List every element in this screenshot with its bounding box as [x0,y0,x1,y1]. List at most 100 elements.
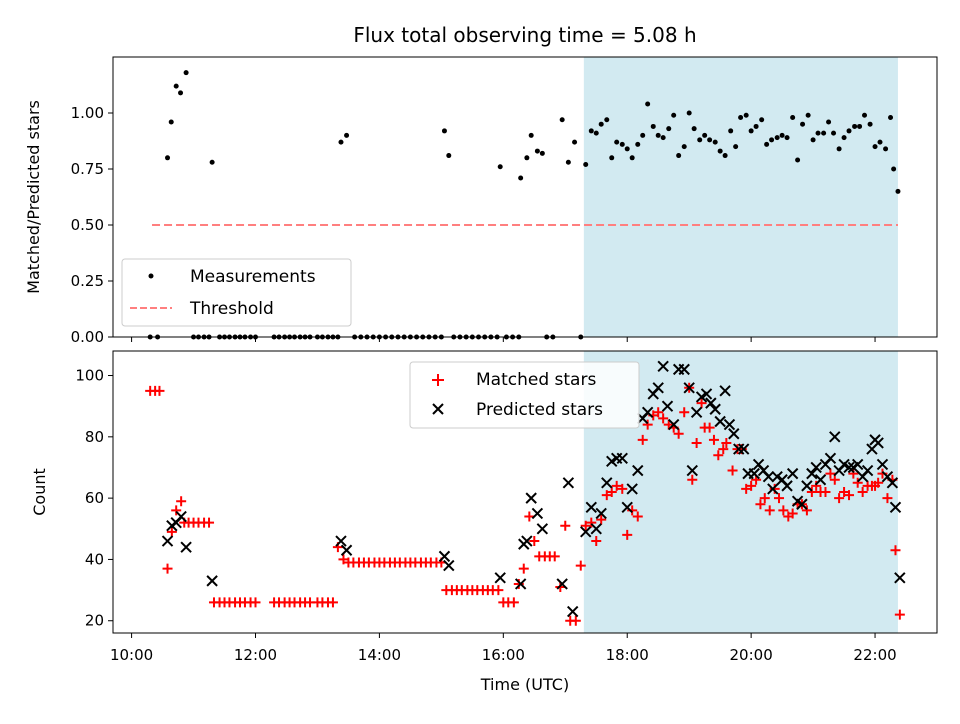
matched-star-point [493,585,504,596]
measurement-point [524,155,530,161]
matched-star-point [778,505,789,516]
matched-star-point [820,487,831,497]
predicted-star-point [661,400,674,412]
matched-star-point [806,487,817,497]
predicted-star-point [767,483,779,495]
predicted-star-point [824,452,837,464]
predicted-star-point [616,452,628,464]
bottom-axes-frame [112,350,938,634]
predicted-star-point [851,458,864,471]
matched-star-point [825,468,836,479]
matched-star-point [746,480,757,491]
chart-title: Flux total observing time = 5.08 h [353,23,696,47]
ratio-panel: 0.00 0.25 0.50 0.75 1.00 Matched/Predicted s… [24,56,938,346]
measurement-point [810,137,816,143]
matched-star-point [549,551,560,562]
legend-label-measurements: Measurements [190,267,316,287]
predicted-star-point [590,523,602,535]
measurement-point [862,112,868,118]
predicted-star-point [861,464,874,477]
matched-star-point [890,545,901,556]
predicted-star-point [843,461,855,474]
predicted-star-point [531,507,544,520]
predicted-star-point [889,501,902,514]
measurement-point [441,128,447,134]
x-tick-label: 12:00 [234,646,277,664]
matched-star-point [759,493,770,504]
predicted-star-point [667,418,680,431]
predicted-star-point [733,443,745,455]
matched-star-point [691,437,702,448]
measurement-point [738,114,744,120]
measurement-point [640,132,646,138]
y-tick-label: 1.00 [71,104,104,122]
measurement-point [769,137,775,143]
predicted-star-point [514,578,527,590]
predicted-star-point [632,464,644,477]
measurement-point [722,153,728,159]
measurement-point [790,114,796,120]
measurement-point [743,112,749,118]
predicted-star-point [786,467,799,480]
y-tick-label: 0.00 [71,328,104,346]
measurement-point [660,135,666,141]
matched-star-point [162,563,173,574]
predicted-star-point [621,501,633,514]
bottom-legend-box [409,361,640,429]
matched-star-point [755,499,766,510]
matched-star-point [708,434,719,445]
y-tick-label: 40 [85,550,104,568]
matched-star-point [591,536,602,547]
y-tick-label: 60 [85,489,104,507]
measurement-point [604,117,610,123]
legend-label-predicted: Predicted stars [476,400,603,420]
matched-star-point [327,597,338,608]
predicted-star-point [652,382,664,394]
measurement-point [857,123,863,129]
measurement-point [168,119,174,125]
measurement-point [165,155,171,161]
bottom-legend: Matched stars Predicted stars [409,361,640,429]
top-legend-box [121,258,352,327]
y-tick-label: 20 [85,612,104,630]
x-tick-label: 20:00 [730,646,773,664]
predicted-star-point [801,480,813,492]
predicted-star-point [536,523,549,535]
matched-star-point [518,563,529,574]
matched-star-point [166,526,177,537]
matched-star-point [877,468,888,479]
measurement-point [774,135,780,141]
measurement-point [497,164,503,170]
matched-star-point [586,517,597,528]
predicted-star-point [705,397,717,409]
predicted-star-point [781,480,793,492]
predicted-star-point [810,461,822,474]
x-tick-label: 18:00 [606,646,649,664]
matched-star-point [596,514,607,525]
measurement-point [446,153,452,159]
y-tick-label: 0.25 [71,272,104,290]
predicted-star-point [641,406,654,419]
measurement-point [624,146,630,152]
measurement-point [841,135,847,141]
matched-star-point [637,434,648,445]
measurement-point [877,139,883,145]
matched-star-point [622,529,633,540]
top-y-axis-label: Matched/Predicted stars [24,100,43,294]
predicted-star-point [521,535,533,547]
observing-window-shade-top [583,57,898,337]
predicted-star-point [683,382,695,394]
predicted-star-point [714,415,726,428]
matched-star-point [801,505,812,516]
matched-star-point [171,505,182,516]
top-y-ticks: 0.00 0.25 0.50 0.75 1.00 [71,104,113,346]
measurement-point [891,166,897,172]
measurement-point [609,155,615,161]
y-tick-label: 0.75 [71,160,104,178]
predicted-star-point [762,470,775,483]
x-tick-label: 10:00 [110,646,153,664]
measurement-point [895,188,901,194]
measurement-point [805,112,811,118]
matched-star-point [642,419,653,430]
